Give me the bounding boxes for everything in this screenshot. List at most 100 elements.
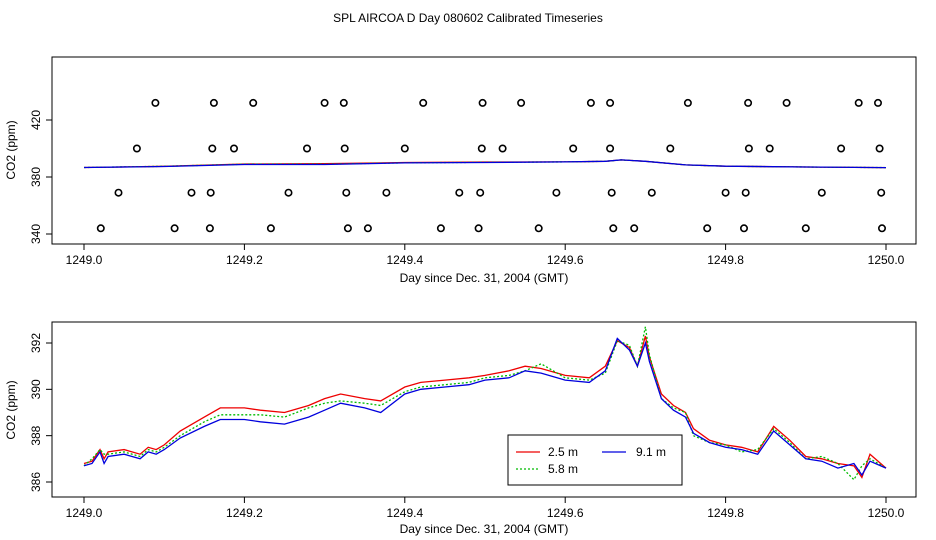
top-point-40 — [647, 188, 656, 197]
top-point-1 — [209, 98, 218, 107]
top-point-37 — [476, 188, 485, 197]
top-point-51 — [436, 224, 445, 233]
bottom-x-tick-label-2: 1249.4 — [386, 506, 423, 520]
top-x-tick-label-1: 1249.2 — [226, 253, 263, 267]
bottom-x-tick-label-1: 1249.2 — [226, 506, 263, 520]
bottom-series-2-5m — [83, 335, 887, 479]
top-point-6 — [478, 98, 487, 107]
bottom-y-tick-label-1: 388 — [29, 425, 43, 445]
top-x-tick-label-2: 1249.4 — [386, 253, 423, 267]
chart-title: SPL AIRCOA D Day 080602 Calibrated Times… — [333, 11, 603, 25]
bottom-x-tick-label-4: 1249.8 — [707, 506, 744, 520]
top-point-28 — [837, 144, 846, 153]
top-point-9 — [606, 98, 615, 107]
top-point-49 — [343, 224, 352, 233]
bottom-y-tick-label-0: 386 — [29, 472, 43, 492]
top-point-44 — [877, 188, 886, 197]
top-point-58 — [801, 224, 810, 233]
top-point-30 — [114, 188, 123, 197]
top-point-2 — [249, 98, 258, 107]
top-axes: 1249.0 1249.2 1249.4 1249.6 1249.8 1250.0 340 3… — [29, 110, 905, 267]
top-point-11 — [744, 98, 753, 107]
top-point-4 — [339, 98, 348, 107]
bottom-x-axis-label: Day since Dec. 31, 2004 (GMT) — [400, 522, 569, 536]
top-point-15 — [132, 144, 141, 153]
top-point-31 — [187, 188, 196, 197]
top-point-26 — [744, 144, 753, 153]
top-point-29 — [875, 144, 884, 153]
top-point-25 — [666, 144, 675, 153]
top-point-48 — [266, 224, 275, 233]
top-point-19 — [340, 144, 349, 153]
top-point-45 — [96, 224, 105, 233]
top-point-34 — [342, 188, 351, 197]
top-y-tick-label-2: 420 — [29, 110, 43, 130]
top-point-54 — [609, 224, 618, 233]
top-point-46 — [170, 224, 179, 233]
top-point-57 — [739, 224, 748, 233]
top-point-21 — [477, 144, 486, 153]
top-x-tick-label-5: 1250.0 — [868, 253, 905, 267]
top-point-43 — [817, 188, 826, 197]
top-point-42 — [741, 188, 750, 197]
top-point-16 — [208, 144, 217, 153]
top-point-8 — [586, 98, 595, 107]
top-point-35 — [382, 188, 391, 197]
bottom-lines — [83, 326, 887, 481]
legend-label-9-1m: 9.1 m — [636, 445, 666, 459]
legend: 2.5 m 5.8 m 9.1 m — [507, 434, 683, 486]
top-point-50 — [363, 224, 372, 233]
top-point-55 — [630, 224, 639, 233]
top-point-3 — [320, 98, 329, 107]
top-point-10 — [683, 98, 692, 107]
legend-box — [507, 434, 683, 486]
top-x-axis-label: Day since Dec. 31, 2004 (GMT) — [400, 271, 569, 285]
bottom-y-tick-label-2: 390 — [29, 379, 43, 399]
top-point-24 — [606, 144, 615, 153]
top-point-39 — [607, 188, 616, 197]
top-point-7 — [517, 98, 526, 107]
top-point-33 — [284, 188, 293, 197]
top-point-32 — [206, 188, 215, 197]
top-series-9-1m — [83, 159, 887, 169]
top-point-5 — [419, 98, 428, 107]
bottom-x-tick-label-5: 1250.0 — [868, 506, 905, 520]
top-plot-frame — [51, 56, 917, 245]
bottom-series-9-1m — [83, 337, 887, 477]
top-point-41 — [721, 188, 730, 197]
top-point-36 — [455, 188, 464, 197]
top-point-56 — [703, 224, 712, 233]
bottom-y-tick-label-3: 392 — [29, 333, 43, 353]
top-x-tick-label-4: 1249.8 — [707, 253, 744, 267]
bottom-series-5-8m — [83, 326, 887, 481]
top-point-47 — [205, 224, 214, 233]
top-point-18 — [302, 144, 311, 153]
top-point-23 — [569, 144, 578, 153]
bottom-x-tick-label-3: 1249.6 — [547, 506, 584, 520]
top-y-tick-label-0: 340 — [29, 224, 43, 244]
top-point-0 — [151, 98, 160, 107]
top-points — [96, 98, 886, 233]
top-point-22 — [498, 144, 507, 153]
bottom-axes: 1249.0 1249.2 1249.4 1249.6 1249.8 1250.0 386 3… — [29, 333, 905, 520]
top-y-axis-label: CO2 (ppm) — [4, 120, 18, 179]
legend-label-2-5m: 2.5 m — [548, 445, 578, 459]
top-point-20 — [400, 144, 409, 153]
top-panel: 1249.0 1249.2 1249.4 1249.6 1249.8 1250.0 340 3… — [4, 56, 917, 285]
bottom-plot-frame — [51, 321, 917, 498]
top-point-13 — [854, 98, 863, 107]
top-lines — [83, 159, 887, 169]
top-x-tick-label-3: 1249.6 — [547, 253, 584, 267]
top-x-tick-label-0: 1249.0 — [66, 253, 103, 267]
top-point-27 — [765, 144, 774, 153]
top-point-38 — [552, 188, 561, 197]
top-point-52 — [474, 224, 483, 233]
bottom-panel: 1249.0 1249.2 1249.4 1249.6 1249.8 1250.0 386 3… — [4, 321, 917, 536]
top-point-12 — [782, 98, 791, 107]
top-point-14 — [873, 98, 882, 107]
legend-label-5-8m: 5.8 m — [548, 462, 578, 476]
top-point-17 — [230, 144, 239, 153]
bottom-x-tick-label-0: 1249.0 — [66, 506, 103, 520]
top-point-53 — [534, 224, 543, 233]
